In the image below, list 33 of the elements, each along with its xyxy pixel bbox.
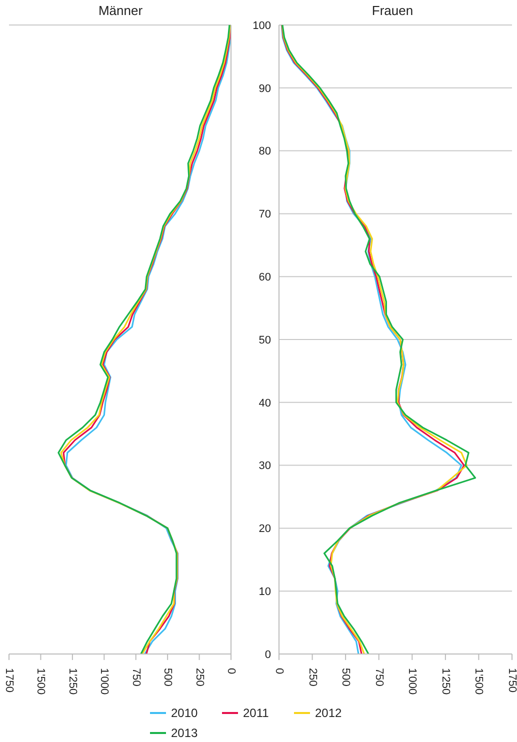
- legend-label: 2010: [171, 706, 198, 720]
- y-tick-label: 10: [258, 586, 271, 598]
- x-tick-label: 750: [130, 668, 142, 686]
- x-tick-label: 500: [340, 668, 352, 686]
- y-tick-label: 80: [258, 146, 271, 158]
- y-tick-label: 100: [252, 20, 271, 32]
- x-tick-label: 0: [273, 668, 285, 674]
- legend-label: 2013: [171, 726, 198, 740]
- chart-title: Frauen: [370, 3, 414, 18]
- y-tick-label: 40: [258, 397, 271, 410]
- y-tick-label: 50: [258, 334, 271, 346]
- x-tick-label: 1750: [506, 668, 517, 692]
- y-tick-label: 20: [258, 523, 271, 536]
- x-tick-label: 500: [162, 668, 174, 686]
- x-tick-label: 250: [306, 668, 318, 686]
- legend-label: 2011: [243, 706, 269, 720]
- legend-label: 2012: [315, 706, 342, 720]
- y-tick-label: 30: [258, 460, 271, 472]
- x-tick-label: 1'250: [66, 668, 78, 695]
- y-tick-label: 0: [264, 648, 271, 661]
- x-tick-label: 1'500: [472, 668, 485, 695]
- y-tick-label: 60: [258, 272, 271, 284]
- x-tick-label: 1'250: [439, 668, 452, 695]
- x-tick-label: 1750: [3, 668, 15, 692]
- x-tick-label: 1'000: [406, 668, 418, 695]
- x-tick-label: 1'000: [98, 668, 110, 695]
- x-tick-label: 250: [193, 668, 206, 686]
- chart-title: Männer: [97, 3, 144, 18]
- x-tick-label: 0: [225, 668, 237, 674]
- y-tick-label: 90: [258, 82, 271, 95]
- y-tick-label: 70: [258, 208, 271, 221]
- x-tick-label: 750: [372, 668, 385, 686]
- x-tick-label: 1'500: [34, 668, 47, 695]
